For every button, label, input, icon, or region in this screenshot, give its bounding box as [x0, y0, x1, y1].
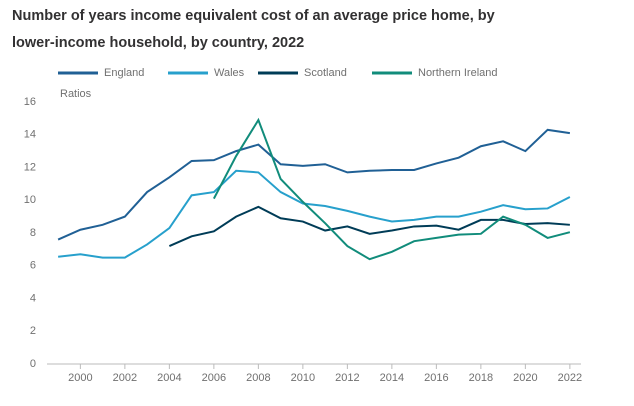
x-tick-label: 2016	[424, 372, 448, 384]
x-tick-label: 2002	[113, 372, 137, 384]
y-tick-label: 6	[30, 260, 36, 272]
series-line	[168, 205, 570, 248]
x-tick-label: 2014	[380, 372, 404, 384]
chart-title: lower-income household, by country, 2022	[12, 35, 304, 51]
y-tick-label: 4	[30, 292, 36, 304]
y-tick-label: 10	[24, 194, 36, 206]
y-tick-label: 2	[30, 325, 36, 337]
chart-title: Number of years income equivalent cost o…	[12, 8, 495, 24]
series-line	[57, 128, 571, 241]
legend-label: Scotland	[304, 67, 347, 79]
y-tick-label: 16	[24, 96, 36, 108]
legend-label: England	[104, 67, 144, 79]
y-tick-label: 0	[30, 358, 36, 370]
y-tick-label: 12	[24, 161, 36, 173]
x-tick-label: 2020	[513, 372, 537, 384]
x-tick-label: 2010	[291, 372, 315, 384]
y-tick-label: 14	[24, 129, 36, 141]
x-tick-label: 2012	[335, 372, 359, 384]
legend-label: Wales	[214, 67, 245, 79]
y-axis-label: Ratios	[60, 88, 92, 100]
x-tick-label: 2022	[558, 372, 582, 384]
x-tick-label: 2000	[68, 372, 92, 384]
x-tick-label: 2004	[157, 372, 181, 384]
x-tick-label: 2006	[202, 372, 226, 384]
y-tick-label: 8	[30, 227, 36, 239]
series-line	[212, 117, 571, 261]
series-line	[58, 169, 571, 259]
x-tick-label: 2018	[469, 372, 493, 384]
x-tick-label: 2008	[246, 372, 270, 384]
legend-label: Northern Ireland	[418, 67, 498, 79]
